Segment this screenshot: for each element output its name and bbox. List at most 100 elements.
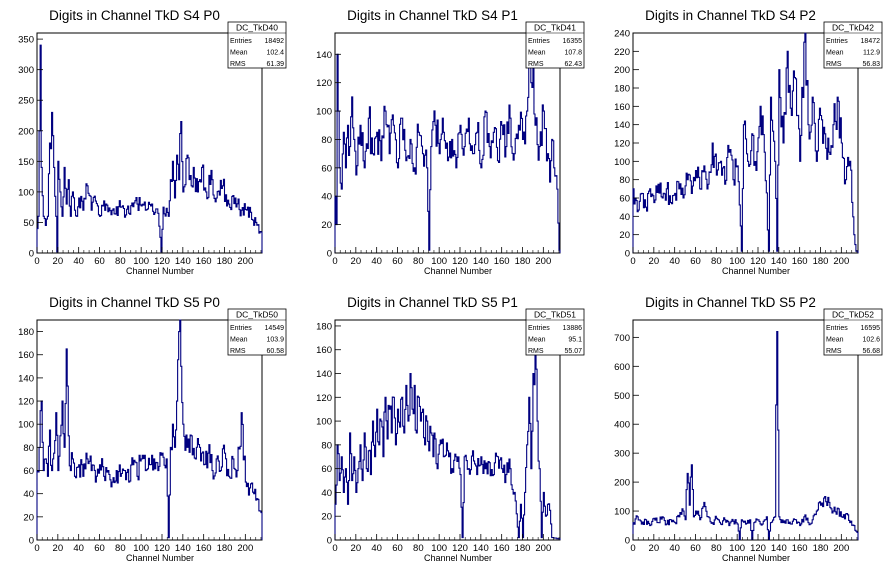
- chart-title: Digits in Channel TkD S4 P2: [645, 8, 816, 23]
- y-tick-label: 100: [18, 420, 34, 431]
- x-tick-label: 100: [133, 543, 149, 554]
- stats-key: Entries: [528, 325, 550, 332]
- stats-key: Mean: [230, 50, 248, 57]
- x-tick-label: 200: [237, 543, 253, 554]
- stats-value: 18492: [265, 38, 285, 45]
- stats-key: Mean: [528, 50, 546, 57]
- y-tick-label: 80: [321, 440, 332, 451]
- hist-svg: Digits in Channel TkD S4 P2 0 20 40 60 80 100 1…: [614, 8, 883, 276]
- stats-value: 102.6: [862, 337, 880, 344]
- stats-name: DC_TkD50: [236, 310, 278, 320]
- stats-value: 112.9: [863, 50, 880, 57]
- y-tick-label: 60: [321, 464, 332, 475]
- stats-key: Mean: [528, 337, 546, 344]
- stats-value: 16595: [861, 325, 881, 332]
- hist-panel-s5p1: Digits in Channel TkD S5 P1 0 20 40 60 80 100 1…: [298, 287, 596, 574]
- y-tick-label: 120: [614, 139, 630, 150]
- x-tick-label: 40: [73, 543, 84, 554]
- stats-value: 95.1: [568, 337, 582, 344]
- stats-name: DC_TkD42: [832, 23, 874, 33]
- x-tick-label: 200: [535, 543, 551, 554]
- hist-svg: Digits in Channel TkD S4 P1 0 20 40 60 80 100 1…: [316, 8, 585, 276]
- y-tick-label: 180: [316, 321, 332, 332]
- x-tick-label: 40: [73, 256, 84, 267]
- x-tick-label: 80: [413, 543, 424, 554]
- x-tick-label: 120: [154, 256, 170, 267]
- x-tick-label: 160: [196, 543, 212, 554]
- y-tick-label: 140: [614, 120, 630, 131]
- stats-box: [823, 21, 883, 69]
- y-tick-label: 200: [614, 478, 630, 489]
- y-tick-label: 0: [29, 536, 34, 547]
- x-tick-label: 120: [750, 256, 766, 267]
- x-tick-label: 160: [494, 543, 510, 554]
- y-tick-label: 40: [23, 489, 34, 500]
- plot-frame: [334, 319, 561, 541]
- stats-value: 56.83: [862, 61, 880, 68]
- x-tick-label: 200: [833, 543, 849, 554]
- y-tick-label: 200: [614, 65, 630, 76]
- y-tick-label: 0: [625, 536, 630, 547]
- hist-svg: Digits in Channel TkD S5 P1 0 20 40 60 80 100 1…: [316, 295, 585, 563]
- stats-box: [227, 308, 287, 356]
- x-tick-label: 140: [771, 256, 787, 267]
- y-tick-label: 300: [18, 65, 34, 76]
- stats-value: 62.43: [564, 61, 582, 68]
- x-tick-label: 60: [392, 256, 403, 267]
- stats-key: Entries: [230, 38, 252, 45]
- x-tick-label: 140: [175, 543, 191, 554]
- stats-value: 61.39: [266, 61, 284, 68]
- x-tick-label: 0: [630, 543, 635, 554]
- y-tick-label: 180: [18, 327, 34, 338]
- x-axis-label: Channel Number: [126, 266, 194, 276]
- x-tick-label: 140: [473, 543, 489, 554]
- x-tick-label: 120: [154, 543, 170, 554]
- stats-value: 16355: [563, 38, 583, 45]
- x-tick-label: 20: [351, 543, 362, 554]
- x-tick-label: 100: [431, 256, 447, 267]
- stats-key: RMS: [230, 61, 246, 68]
- x-tick-label: 180: [813, 543, 829, 554]
- stats-key: RMS: [230, 348, 246, 355]
- y-tick-label: 50: [23, 218, 34, 229]
- y-tick-label: 80: [619, 175, 630, 186]
- y-tick-label: 0: [327, 249, 332, 260]
- x-tick-label: 40: [371, 256, 382, 267]
- y-tick-label: 20: [321, 512, 332, 523]
- hist-svg: Digits in Channel TkD S4 P0 0 20 40 60 80 100 1…: [18, 8, 287, 276]
- x-tick-label: 60: [94, 543, 105, 554]
- y-tick-label: 100: [316, 107, 332, 118]
- y-tick-label: 0: [29, 249, 34, 260]
- y-tick-label: 20: [321, 220, 332, 231]
- y-tick-label: 500: [614, 391, 630, 402]
- stats-key: Entries: [826, 38, 848, 45]
- x-tick-label: 80: [115, 543, 126, 554]
- x-tick-label: 80: [115, 256, 126, 267]
- y-tick-label: 60: [23, 466, 34, 477]
- plot-frame: [36, 319, 263, 541]
- stats-name: DC_TkD41: [534, 23, 576, 33]
- y-tick-label: 40: [619, 212, 630, 223]
- x-tick-label: 80: [413, 256, 424, 267]
- x-tick-label: 180: [813, 256, 829, 267]
- x-tick-label: 200: [535, 256, 551, 267]
- x-tick-label: 140: [473, 256, 489, 267]
- x-axis-label: Channel Number: [126, 553, 194, 563]
- y-tick-label: 250: [18, 96, 34, 107]
- y-tick-label: 120: [316, 393, 332, 404]
- stats-key: RMS: [528, 348, 544, 355]
- y-tick-label: 200: [18, 126, 34, 137]
- stats-key: Entries: [826, 325, 848, 332]
- x-tick-label: 20: [649, 256, 660, 267]
- stats-key: RMS: [826, 348, 842, 355]
- stats-key: RMS: [826, 61, 842, 68]
- stats-box: [525, 21, 585, 69]
- x-tick-label: 0: [332, 256, 337, 267]
- y-tick-label: 600: [614, 362, 630, 373]
- y-tick-label: 700: [614, 333, 630, 344]
- histogram-series: [334, 51, 561, 253]
- x-axis-label: Channel Number: [424, 553, 492, 563]
- stats-key: Entries: [230, 325, 252, 332]
- chart-title: Digits in Channel TkD S5 P0: [49, 295, 220, 310]
- x-tick-label: 20: [53, 256, 64, 267]
